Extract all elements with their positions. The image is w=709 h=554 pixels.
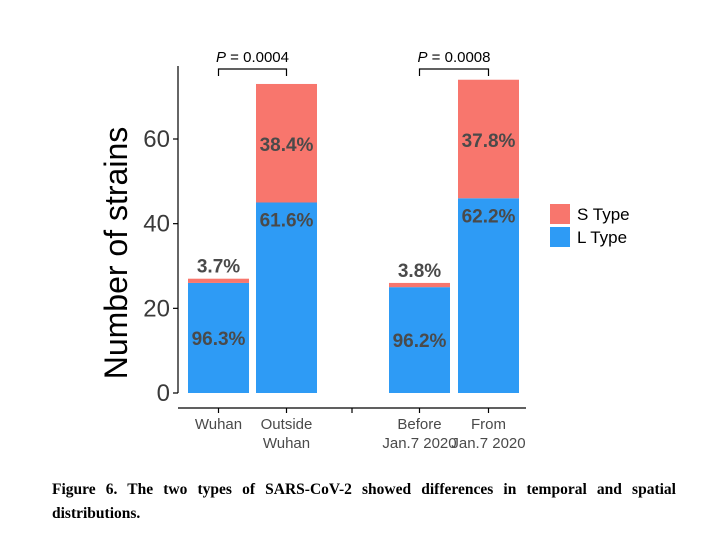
bar-s-type	[188, 278, 249, 283]
y-tick-label: 20	[143, 295, 170, 322]
legend-swatch	[550, 204, 570, 224]
y-axis-label: Number of strains	[98, 127, 134, 380]
y-tick-label: 60	[143, 126, 170, 153]
bar-l-type	[389, 287, 450, 393]
y-tick-label: 0	[157, 380, 170, 407]
figure-caption: Figure 6. The two types of SARS-CoV-2 sh…	[52, 481, 676, 522]
legend-swatch	[550, 227, 570, 247]
x-tick-label: Jan.7 2020	[382, 435, 456, 452]
x-tick-label: Wuhan	[195, 416, 242, 433]
bar-l-type	[188, 282, 249, 393]
y-tick-label: 40	[143, 211, 170, 238]
stacked-bar-chart: 0 20 40 60 Number of strains 3.7% 96.3% Wuhan 38…	[98, 49, 630, 452]
bar-s-type	[389, 282, 450, 288]
p-value-label: P = 0.0008	[418, 49, 491, 66]
legend-label: L Type	[577, 228, 627, 247]
data-label-s-type: 38.4%	[260, 135, 314, 156]
data-label-s-type: 3.7%	[197, 257, 240, 278]
significance-bracket	[217, 68, 288, 76]
data-label-s-type: 37.8%	[462, 131, 516, 152]
x-tick-label: Before	[397, 416, 441, 433]
data-label-l-type: 96.3%	[192, 329, 246, 350]
bar-s-type	[458, 79, 519, 199]
x-tick-label: Wuhan	[263, 435, 310, 452]
bar-l-type	[458, 198, 519, 393]
x-tick-label: From	[471, 416, 506, 433]
x-tick-label: Jan.7 2020	[451, 435, 525, 452]
data-label-l-type: 61.6%	[260, 211, 314, 232]
bar-l-type	[256, 202, 317, 393]
data-label-l-type: 96.2%	[393, 331, 447, 352]
legend-label: S Type	[577, 205, 630, 224]
p-value-label: P = 0.0004	[216, 49, 289, 66]
significance-bracket	[418, 68, 490, 76]
data-label-l-type: 62.2%	[462, 206, 516, 227]
x-tick-label: Outside	[261, 416, 313, 433]
data-label-s-type: 3.8%	[398, 261, 441, 282]
bar-s-type	[256, 83, 317, 203]
